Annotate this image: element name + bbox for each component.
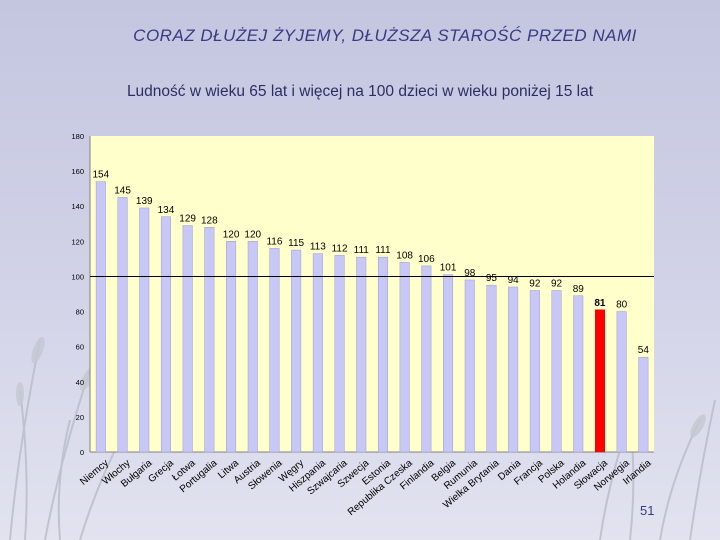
y-tick-label: 40 — [76, 378, 84, 387]
data-label: 120 — [244, 229, 261, 240]
data-label: 94 — [508, 275, 520, 286]
data-label: 115 — [288, 238, 304, 249]
y-tick-label: 180 — [71, 132, 84, 141]
bar — [594, 309, 605, 453]
plot-area — [90, 136, 654, 452]
data-label: 120 — [223, 229, 240, 240]
bar — [443, 274, 454, 453]
chart-subtitle: Ludność w wieku 65 lat i więcej na 100 d… — [126, 83, 594, 100]
data-label: 89 — [573, 284, 585, 295]
bar — [529, 290, 540, 453]
bar — [334, 255, 345, 453]
data-label: 54 — [638, 345, 650, 356]
y-tick-label: 120 — [71, 237, 84, 246]
bar — [638, 356, 649, 453]
y-tick-label: 80 — [76, 308, 84, 317]
category-label: Grecja — [146, 457, 176, 485]
bar — [312, 253, 323, 453]
y-tick-label: 20 — [76, 413, 84, 422]
y-tick-label: 160 — [71, 167, 84, 176]
bar — [486, 284, 497, 453]
value-labels: 154 145 139 134 129 128 120 120 116 115 113 112 111 1… — [93, 170, 650, 357]
data-label: 101 — [440, 263, 457, 274]
data-label: 129 — [179, 214, 196, 225]
bars — [95, 181, 649, 453]
data-label: 92 — [551, 278, 563, 289]
bar — [117, 197, 128, 453]
bar — [551, 290, 562, 453]
bar — [356, 256, 367, 453]
bar — [226, 241, 237, 453]
bar — [182, 225, 193, 453]
y-tick-label: 0 — [80, 448, 84, 457]
bar — [269, 248, 280, 453]
bar — [95, 181, 106, 453]
y-tick-label: 100 — [71, 272, 84, 281]
data-label: 92 — [529, 278, 541, 289]
bar — [464, 279, 475, 453]
bar — [204, 227, 215, 453]
data-label: 111 — [375, 245, 391, 256]
data-label: 80 — [616, 300, 628, 311]
data-label: 116 — [266, 236, 282, 247]
data-label: 128 — [201, 215, 218, 226]
data-label: 81 — [594, 298, 606, 309]
data-label: 106 — [418, 254, 435, 265]
bar — [616, 311, 627, 453]
data-label: 112 — [332, 243, 348, 254]
bar — [573, 295, 584, 453]
bar — [399, 262, 410, 453]
data-label: 113 — [310, 242, 326, 253]
y-tick-label: 140 — [71, 202, 84, 211]
page-number: 51 — [640, 503, 655, 518]
bar — [421, 265, 432, 453]
data-label: 134 — [158, 205, 175, 216]
data-label: 95 — [486, 273, 498, 284]
bar — [508, 286, 519, 453]
data-label: 108 — [396, 250, 413, 261]
bar — [291, 249, 302, 453]
data-label: 111 — [354, 245, 370, 256]
data-label: 139 — [136, 196, 153, 207]
slide-title: CORAZ DŁUŻEJ ŻYJEMY, DŁUŻSZA STAROŚĆ PRZ… — [133, 26, 637, 45]
data-label: 154 — [93, 170, 110, 181]
data-label: 145 — [114, 185, 131, 196]
bar — [377, 256, 388, 453]
bar — [139, 207, 150, 453]
y-tick-label: 60 — [76, 343, 84, 352]
x-axis: NiemcyWłochyBułgariaGrecjaŁotwaPortugali… — [78, 457, 653, 518]
bar — [247, 241, 258, 453]
bar — [160, 216, 171, 453]
data-label: 98 — [464, 268, 476, 279]
